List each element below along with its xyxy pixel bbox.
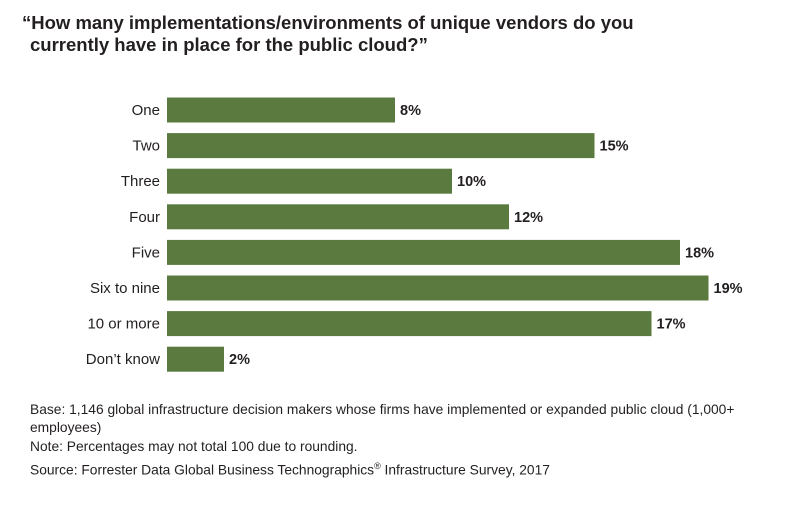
source-suffix: Infrastructure Survey, 2017 xyxy=(380,462,550,478)
category-label: Don’t know xyxy=(86,351,160,368)
bar xyxy=(167,97,395,123)
category-label: Four xyxy=(129,209,160,226)
value-label: 18% xyxy=(685,245,714,261)
category-label: 10 or more xyxy=(87,316,160,333)
registered-mark: ® xyxy=(374,461,381,471)
bar xyxy=(167,275,709,301)
source-note: Source: Forrester Data Global Business T… xyxy=(30,457,790,480)
value-label: 8% xyxy=(400,103,421,119)
base-note: Base: 1,146 global infrastructure decisi… xyxy=(30,402,735,435)
value-label: 2% xyxy=(229,352,250,368)
bar xyxy=(167,133,595,159)
bar-chart: One 8% Two 15% Three 10% Four 12% Five 18% Six to … xyxy=(86,97,743,372)
chart-title: “How many implementations/environments o… xyxy=(22,12,782,56)
bar xyxy=(167,311,652,337)
category-label: One xyxy=(132,102,160,119)
chart-title-line-1: “How many implementations/environments o… xyxy=(22,12,634,33)
value-label: 10% xyxy=(457,174,486,190)
category-label: Two xyxy=(132,138,160,155)
value-label: 15% xyxy=(600,139,629,155)
value-label: 17% xyxy=(657,317,686,333)
bar xyxy=(167,346,224,372)
value-label: 19% xyxy=(714,281,743,297)
category-label: Six to nine xyxy=(90,280,160,297)
category-label: Three xyxy=(121,173,160,190)
source-text: Source: Forrester Data Global Business T… xyxy=(30,462,375,478)
chart-notes: Base: 1,146 global infrastructure decisi… xyxy=(30,401,790,481)
category-label: Five xyxy=(132,244,160,261)
bar xyxy=(167,204,509,230)
chart-title-line-2: currently have in place for the public c… xyxy=(30,34,428,55)
bar xyxy=(167,168,452,194)
value-label: 12% xyxy=(514,210,543,226)
rounding-note: Note: Percentages may not total 100 due … xyxy=(30,439,358,454)
bar xyxy=(167,239,680,265)
